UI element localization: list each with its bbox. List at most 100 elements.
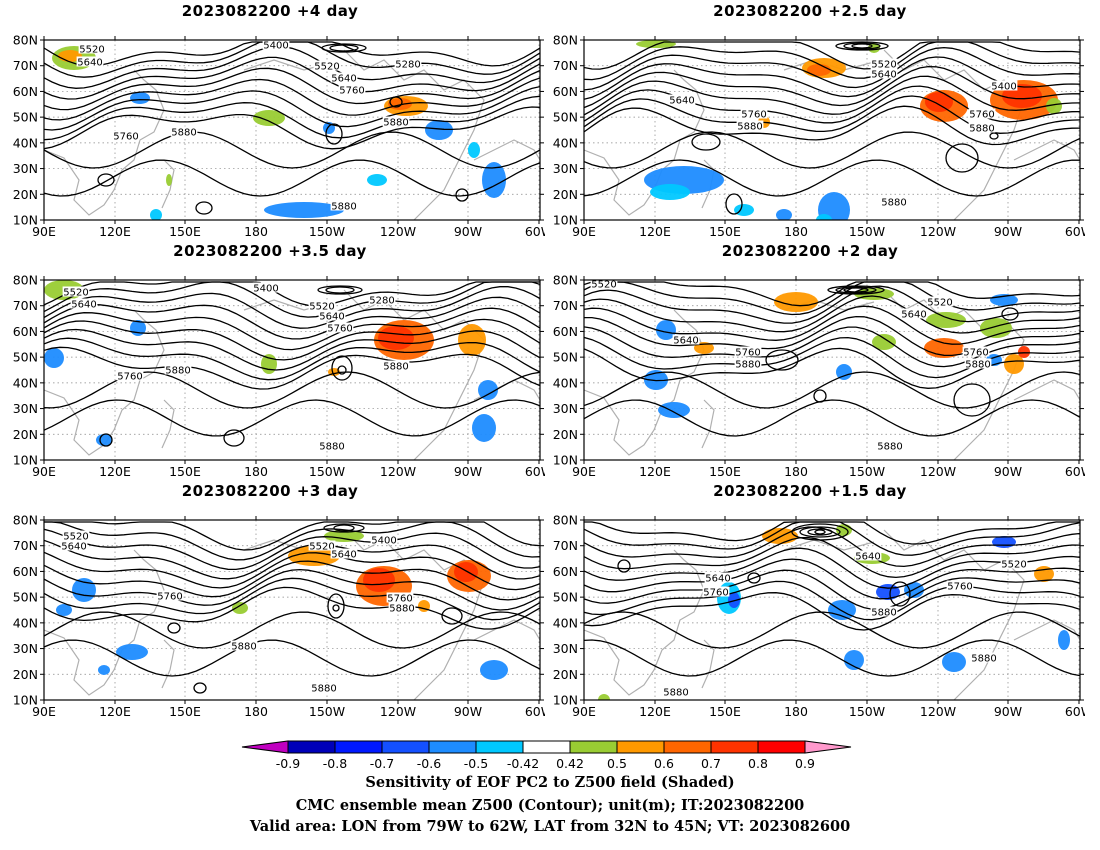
lat-label: 60N xyxy=(13,324,38,339)
contour-label: 5760 xyxy=(113,132,138,143)
contour-label-bg xyxy=(672,334,700,345)
contour-label: 5760 xyxy=(947,582,972,593)
contour-label-bg xyxy=(76,56,104,67)
sensitivity-shade xyxy=(942,652,966,672)
sensitivity-shade xyxy=(876,584,900,600)
contour-label-bg xyxy=(78,43,106,54)
lon-label: 120W xyxy=(920,704,956,719)
z500-contour xyxy=(584,558,1080,600)
contour-label-bg xyxy=(62,530,90,541)
lon-label: 60W xyxy=(525,464,545,479)
lon-label: 90E xyxy=(32,464,56,479)
lon-label: 150E xyxy=(169,464,201,479)
lat-label: 20N xyxy=(553,667,578,682)
z500-contour xyxy=(44,307,540,351)
coastline xyxy=(161,399,175,449)
lon-label: 90E xyxy=(572,224,596,239)
lon-label: 120E xyxy=(639,704,671,719)
sensitivity-shade xyxy=(734,204,754,216)
coastline xyxy=(1013,139,1080,161)
lon-label: 180 xyxy=(784,464,808,479)
lon-label: 90E xyxy=(572,704,596,719)
sensitivity-shade xyxy=(378,326,414,350)
contour-label-bg xyxy=(318,440,346,451)
contour-label-bg xyxy=(308,300,336,311)
lat-label: 20N xyxy=(553,427,578,442)
z500-contour xyxy=(584,336,1080,379)
panel-title: 2023082200 +3 day xyxy=(181,482,359,500)
sensitivity-shade xyxy=(468,142,480,158)
contour-label-bg xyxy=(156,590,184,601)
coastline xyxy=(1013,379,1080,401)
z500-closed-contour xyxy=(835,286,877,294)
plot-area: 55205520564056405760588057605880588080N7… xyxy=(553,273,1085,480)
contour-label-bg xyxy=(368,294,396,305)
z500-closed-contour xyxy=(332,604,340,612)
coastline xyxy=(783,539,875,551)
sensitivity-shade xyxy=(650,184,690,200)
z500-closed-contour xyxy=(325,286,355,294)
sensitivity-shade xyxy=(98,665,110,675)
z500-closed-contour xyxy=(323,523,365,533)
lon-label: 120W xyxy=(380,464,416,479)
sensitivity-shade xyxy=(96,434,112,446)
contour-label: 5520 xyxy=(314,62,339,73)
contour-label-bg xyxy=(252,282,280,293)
z500-closed-contour xyxy=(223,429,245,447)
contour-label-bg xyxy=(668,94,696,105)
contour-label: 5520 xyxy=(871,60,896,71)
z500-contour xyxy=(44,560,540,601)
panel-title: 2023082200 +3.5 day xyxy=(173,242,367,260)
contour-label: 5520 xyxy=(79,45,104,56)
contour-label: 5880 xyxy=(877,442,902,453)
z500-closed-contour xyxy=(193,682,207,694)
lon-label: 120W xyxy=(380,224,416,239)
contour-label-bg xyxy=(330,200,358,211)
colorbar-tick-label: -0.9 xyxy=(276,756,300,771)
z500-contour xyxy=(44,528,540,571)
z500-closed-contour xyxy=(725,193,743,215)
z500-contour xyxy=(44,539,540,580)
colorbar-tick-label: -0.8 xyxy=(323,756,347,771)
lat-label: 50N xyxy=(13,110,38,125)
contour-label-bg xyxy=(590,280,618,289)
z500-closed-contour xyxy=(337,365,347,375)
plot-area: 55205640540056405760588057605880588080N7… xyxy=(553,33,1085,240)
z500-contour xyxy=(44,586,540,630)
plot-frame xyxy=(583,39,1081,221)
panel-title: 2023082200 +2.5 day xyxy=(713,2,907,20)
panel-plus-3.5-day: 2023082200 +3.5 day 5520 5640 5400 5280 5520… xyxy=(0,240,545,480)
contour-label-bg xyxy=(870,68,898,79)
z500-closed-contour xyxy=(843,287,869,293)
z500-contour xyxy=(44,106,540,150)
contour-label-bg xyxy=(318,310,346,321)
z500-contour xyxy=(44,85,540,131)
lat-label: 30N xyxy=(553,641,578,656)
contour-label: 5640 xyxy=(673,336,698,347)
z500-closed-contour xyxy=(455,188,469,202)
sensitivity-shade xyxy=(116,644,148,660)
lon-label: 180 xyxy=(784,224,808,239)
z500-closed-contour xyxy=(799,526,841,538)
lat-label: 50N xyxy=(13,590,38,605)
z500-contour xyxy=(44,131,540,169)
lon-label: 90E xyxy=(572,464,596,479)
z500-contour xyxy=(584,580,1080,621)
map-plot: 55205640540056405760588057605880588080N7… xyxy=(553,33,1085,240)
colorbar-tick-label: 0.5 xyxy=(607,756,627,771)
sensitivity-shade xyxy=(130,92,150,104)
sensitivity-shade xyxy=(44,348,64,368)
z500-contour xyxy=(584,41,1080,81)
z500-contour xyxy=(44,318,540,361)
lat-label: 70N xyxy=(13,538,38,553)
z500-contour xyxy=(44,45,540,89)
z500-contour xyxy=(44,41,540,67)
contour-label-bg xyxy=(308,540,336,551)
sensitivity-shade xyxy=(992,536,1016,548)
